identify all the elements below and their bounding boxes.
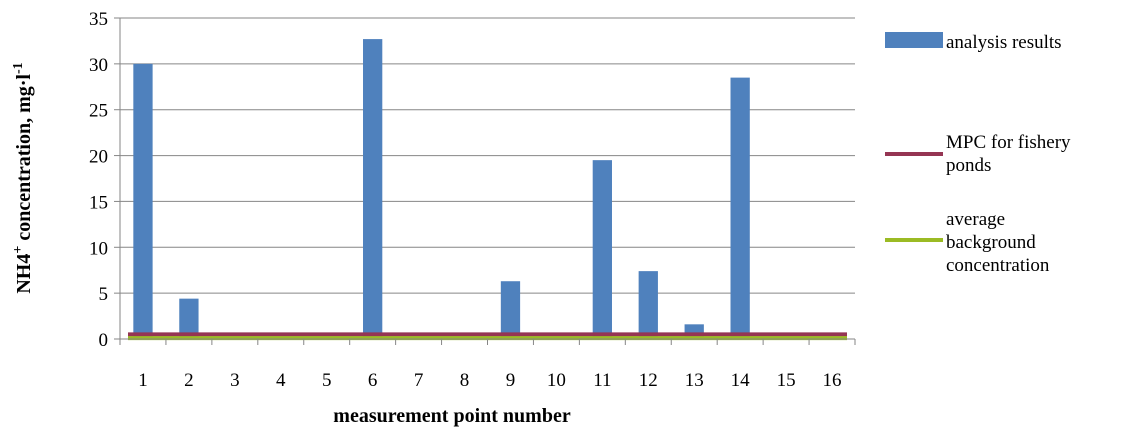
x-tick-label: 5: [322, 370, 332, 391]
bar: [133, 63, 153, 339]
legend-label: ponds: [946, 155, 991, 176]
bars: [133, 39, 750, 339]
x-tick-label: 1: [138, 370, 148, 391]
y-tick-label: 25: [89, 101, 108, 122]
y-tick-label: 10: [89, 238, 108, 259]
y-tick-label: 5: [99, 284, 109, 305]
bar: [500, 281, 521, 339]
y-axis-title-ion-superscript: +: [11, 246, 26, 254]
x-tick-label: 6: [368, 370, 378, 391]
x-tick-label: 2: [184, 370, 194, 391]
y-tick-label: 35: [89, 9, 108, 30]
y-tick-label: 15: [89, 192, 108, 213]
x-tick-label: 13: [685, 370, 704, 391]
x-axis-title: measurement point number: [333, 405, 571, 427]
y-tick-labels: 0 5 10 15 20 25 30 35: [89, 9, 108, 351]
y-axis-title: NH4+ concentration, mg·l-1: [11, 62, 35, 293]
x-tick-label: 4: [276, 370, 286, 391]
x-tick-label: 10: [547, 370, 566, 391]
axes: [119, 18, 856, 345]
legend-item: analysis results: [885, 32, 1062, 53]
legend-label: analysis results: [946, 32, 1062, 53]
y-tick-label: 0: [99, 330, 109, 351]
legend-swatch: [885, 32, 943, 48]
x-tick-labels: 1 2 3 4 5 6 7 8 9 10 11 12 13 14 15 16: [138, 370, 841, 391]
bar: [730, 77, 750, 339]
bar: [638, 271, 658, 339]
x-tick-label: 11: [593, 370, 611, 391]
x-tick-label: 9: [506, 370, 516, 391]
svg-text:NH4+ concentration, mg·l-1: NH4+ concentration, mg·l-1: [11, 62, 35, 293]
x-tick-label: 7: [414, 370, 424, 391]
bar: [363, 39, 383, 339]
legend-label: background: [946, 232, 1036, 253]
y-tick-label: 30: [89, 55, 108, 76]
bar: [592, 160, 612, 339]
x-tick-label: 12: [639, 370, 658, 391]
x-tick-label: 3: [230, 370, 240, 391]
y-axis-title-base: NH4: [13, 254, 35, 294]
reference-lines: [128, 332, 847, 341]
legend-label: average: [946, 209, 1005, 230]
legend-label: concentration: [946, 255, 1050, 276]
bar: [179, 298, 199, 339]
x-tick-label: 15: [777, 370, 796, 391]
y-axis-title-middle: concentration, mg·l: [13, 74, 35, 246]
x-tick-label: 14: [731, 370, 751, 391]
y-tick-label: 20: [89, 147, 108, 168]
y-axis-title-unit-superscript: -1: [11, 62, 26, 74]
x-tick-label: 16: [823, 370, 842, 391]
x-tick-label: 8: [460, 370, 470, 391]
legend-label: MPC for fishery: [946, 132, 1071, 153]
